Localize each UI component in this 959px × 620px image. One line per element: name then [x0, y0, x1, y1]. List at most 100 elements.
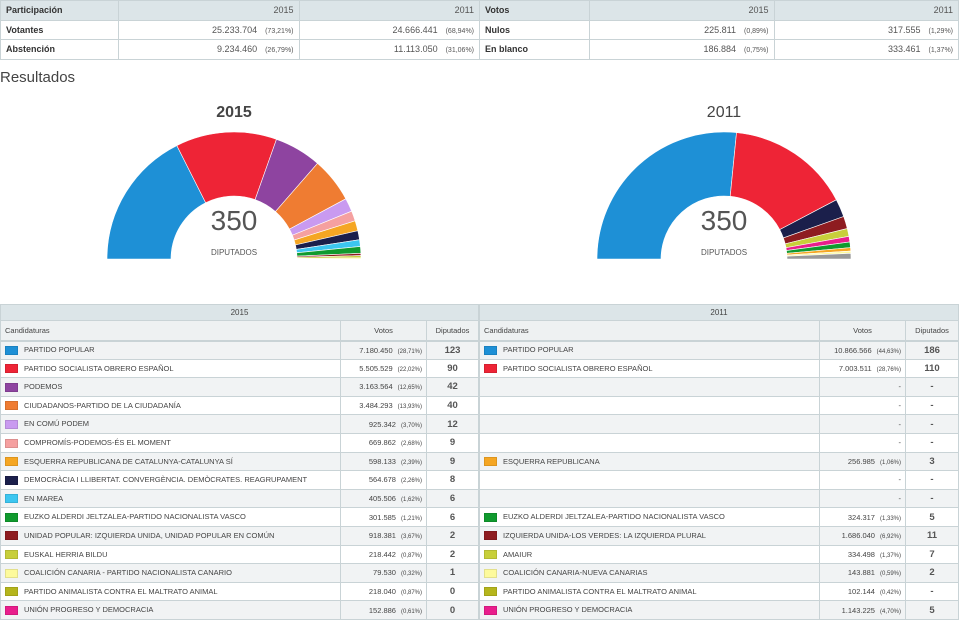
col-votos: Votos [819, 320, 906, 342]
votes: - [898, 419, 902, 429]
votes: 669.862 [368, 438, 396, 448]
party-color-swatch [5, 587, 18, 597]
total-seats-label: DIPUTADOS [700, 248, 748, 257]
value-2011: 333.461 (1,37%) [773, 39, 959, 60]
party-cell: EN MAREA [0, 488, 341, 509]
header-2015: 2015 [589, 0, 775, 21]
votes-cell: 256.985 (1,06%) [819, 451, 906, 472]
party-cell: IZQUIERDA UNIDA-LOS VERDES: LA IZQUIERDA… [479, 525, 820, 546]
header-2011: 2011 [773, 0, 959, 21]
table-row: UNIDAD POPULAR: IZQUIERDA UNIDA, UNIDAD … [0, 525, 479, 546]
hemicycle-chart [596, 131, 852, 260]
seats: 2 [426, 525, 479, 546]
votes-cell: 301.585 (1,21%) [340, 507, 427, 527]
party-color-swatch [484, 550, 497, 560]
table-row: PARTIDO POPULAR 10.866.566 (44,63%) 186 [479, 340, 959, 360]
table-row: UNIÓN PROGRESO Y DEMOCRACIA 1.143.225 (4,7… [479, 600, 959, 620]
vote-percent: (1,21%) [400, 515, 422, 522]
table-row: ESQUERRA REPUBLICANA DE CATALUNYA-CATALU… [0, 451, 479, 472]
votes: 143.881 [847, 568, 875, 578]
vote-percent: (1,37%) [879, 552, 901, 559]
party-cell: AMAIUR [479, 544, 820, 565]
table-row: EN MAREA 405.506 (1,62%) 6 [0, 488, 479, 509]
party-name: PARTIDO SOCIALISTA OBRERO ESPAÑOL [24, 363, 174, 373]
value-2015: 9.234.460 (26,79%) [118, 39, 300, 60]
party-cell: PODEMOS [0, 377, 341, 397]
votes: 79.530 [373, 568, 396, 578]
party-color-swatch [5, 345, 18, 355]
votes: 564.678 [368, 475, 396, 485]
table-row: PARTIDO SOCIALISTA OBRERO ESPAÑOL 5.505.5… [0, 358, 479, 379]
row-label: En blanco [479, 39, 590, 60]
row-label: Votantes [0, 19, 119, 40]
table-row: -- [479, 395, 959, 416]
seats: 0 [426, 600, 479, 620]
table-row: AMAIUR 334.498 (1,37%) 7 [479, 544, 959, 565]
results-title: Resultados [0, 69, 76, 86]
votes: 918.381 [368, 531, 396, 541]
party-cell: CIUDADANOS-PARTIDO DE LA CIUDADANÍA [0, 395, 341, 416]
votes: 334.498 [847, 549, 875, 559]
table-row: CIUDADANOS-PARTIDO DE LA CIUDADANÍA 3.484… [0, 395, 479, 416]
seats: 5 [905, 600, 959, 620]
party-color-swatch [5, 568, 18, 578]
value-2015: 25.233.704 (73,21%) [118, 19, 300, 40]
party-cell: UNIÓN PROGRESO Y DEMOCRACIA [0, 600, 341, 620]
seats: 8 [426, 470, 479, 490]
party-name: AMAIUR [503, 549, 533, 559]
percent: (68,94%) [445, 27, 474, 35]
header-2011: 2011 [298, 0, 480, 21]
party-cell: PARTIDO SOCIALISTA OBRERO ESPAÑOL [479, 358, 820, 379]
table-row: -- [479, 377, 959, 397]
seat-segment [786, 252, 852, 260]
party-cell: PARTIDO ANIMALISTA CONTRA EL MALTRATO AN… [479, 581, 820, 602]
party-color-swatch [5, 382, 18, 392]
party-name: COMPROMÍS-PODEMOS-ÉS EL MOMENT [24, 438, 171, 447]
party-cell: UNIÓN PROGRESO Y DEMOCRACIA [479, 600, 820, 620]
seats: 12 [426, 414, 479, 434]
votes-cell: 5.505.529 (22,02%) [340, 358, 427, 379]
party-color-swatch [5, 401, 18, 411]
value-2011: 317.555 (1,29%) [773, 19, 959, 40]
votes-cell: 598.133 (2,39%) [340, 451, 427, 472]
votes: 1.143.225 [841, 605, 875, 615]
seats: 186 [905, 340, 959, 360]
party-name: UNIÓN PROGRESO Y DEMOCRACIA [24, 605, 154, 615]
seats: 2 [426, 544, 479, 565]
votes-cell: 152.886 (0,61%) [340, 600, 427, 620]
votes: - [898, 494, 902, 504]
votes: 10.866.566 [834, 345, 872, 355]
percent: (26,79%) [265, 47, 294, 55]
col-candidaturas: Candidaturas [0, 320, 341, 342]
vote-percent: (1,06%) [879, 459, 901, 466]
party-color-swatch [484, 531, 497, 541]
party-cell: EN COMÚ PODEM [0, 414, 341, 434]
votes: 7.180.450 [359, 345, 393, 355]
votes: 3.163.564 [359, 382, 393, 392]
party-name: IZQUIERDA UNIDA-LOS VERDES: LA IZQUIERDA… [503, 530, 706, 540]
votes-table: Votos 2015 2011 Nulos 225.811 (0,89%) 317.555… [479, 0, 959, 60]
seats: 3 [905, 451, 959, 472]
votes: 5.505.529 [359, 363, 393, 373]
votes-cell: - [819, 488, 906, 509]
party-cell [479, 395, 820, 416]
votes-cell: 218.040 (0,87%) [340, 581, 427, 602]
col-diputados: Diputados [426, 320, 479, 342]
seats: - [905, 470, 959, 490]
vote-percent: (0,42%) [879, 590, 901, 597]
vote-percent: (28,71%) [397, 348, 422, 355]
value-2015: 186.884 (0,75%) [589, 39, 775, 60]
party-name: DEMOCRÀCIA I LLIBERTAT. CONVERGÈNCIA. DE… [24, 475, 308, 485]
total-seats: 350 [210, 205, 258, 236]
seats: 42 [426, 377, 479, 397]
party-cell: PARTIDO POPULAR [479, 340, 820, 360]
vote-percent: (1,33%) [879, 515, 901, 522]
results-table-2015: 2015 Candidaturas Votos Diputados PARTIDO … [0, 304, 479, 620]
party-name: EUSKAL HERRIA BILDU [24, 549, 108, 559]
table-row: EUZKO ALDERDI JELTZALEA-PARTIDO NACIONAL… [479, 507, 959, 527]
seat-segment [596, 131, 737, 260]
seats: 6 [426, 488, 479, 509]
vote-percent: (2,68%) [400, 441, 422, 448]
party-color-swatch [5, 457, 18, 467]
row-label: Abstención [0, 39, 119, 60]
